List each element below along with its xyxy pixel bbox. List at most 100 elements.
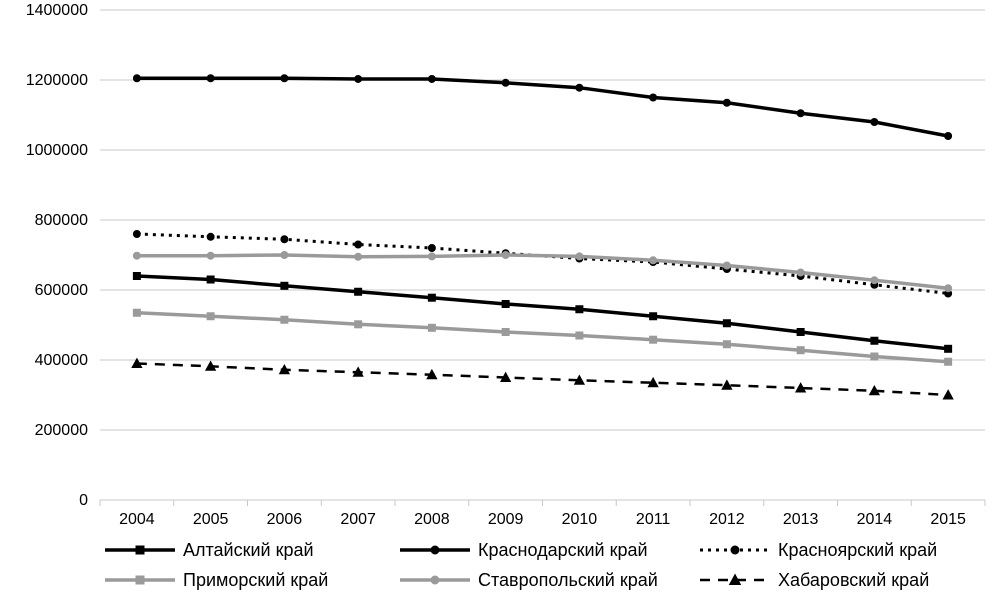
marker-circle — [133, 75, 140, 82]
chart-svg: 0 200000 400000 600000 800000 1000000 1200000 1… — [0, 0, 1000, 601]
marker-circle — [355, 241, 362, 248]
legend-label: Ставропольский край — [478, 570, 658, 590]
marker-circle — [797, 269, 804, 276]
marker-circle — [871, 277, 878, 284]
legend-label: Хабаровский край — [778, 570, 929, 590]
chart-container: 0 200000 400000 600000 800000 1000000 1200000 1… — [0, 0, 1000, 601]
x-tick-label: 2007 — [340, 511, 376, 528]
legend-item-krasnoyarsk: Красноярский край — [700, 540, 937, 560]
legend-label: Алтайский край — [183, 540, 314, 560]
series-stavropol — [133, 252, 951, 292]
legend-item-stavropol: Ставропольский край — [400, 570, 658, 590]
y-tick-label: 800000 — [35, 212, 88, 229]
series-line-krasnodar — [137, 78, 948, 136]
marker-square — [428, 324, 435, 331]
marker-square — [136, 546, 144, 554]
marker-circle — [650, 94, 657, 101]
series-khabarovsk — [132, 359, 953, 399]
marker-square — [502, 329, 509, 336]
marker-square — [502, 301, 509, 308]
marker-circle — [133, 252, 140, 259]
marker-circle — [428, 75, 435, 82]
marker-square — [797, 329, 804, 336]
series-line-khabarovsk — [137, 364, 948, 396]
y-tick-label: 0 — [79, 492, 88, 509]
marker-circle — [797, 110, 804, 117]
series-line-altai — [137, 276, 948, 349]
series-krasnodar — [133, 75, 951, 140]
marker-circle — [576, 84, 583, 91]
marker-circle — [431, 576, 439, 584]
marker-circle — [871, 119, 878, 126]
x-tick-label: 2008 — [414, 511, 450, 528]
y-tick-label: 600000 — [35, 282, 88, 299]
legend-item-khabarovsk: Хабаровский край — [700, 570, 929, 590]
y-tick-label: 200000 — [35, 422, 88, 439]
x-tick-label: 2013 — [783, 511, 819, 528]
marker-circle — [945, 133, 952, 140]
series-line-primorsky — [137, 313, 948, 362]
marker-square — [207, 313, 214, 320]
marker-circle — [428, 245, 435, 252]
marker-square — [136, 576, 144, 584]
marker-square — [723, 341, 730, 348]
marker-square — [945, 345, 952, 352]
legend-item-primorsky: Приморский край — [105, 570, 328, 590]
marker-square — [871, 353, 878, 360]
series-krasnoyarsk — [133, 231, 951, 298]
marker-circle — [281, 75, 288, 82]
marker-circle — [133, 231, 140, 238]
x-tick-label: 2006 — [267, 511, 303, 528]
marker-circle — [502, 79, 509, 86]
marker-circle — [576, 253, 583, 260]
y-tick-label: 400000 — [35, 352, 88, 369]
marker-circle — [731, 546, 739, 554]
marker-circle — [723, 99, 730, 106]
marker-triangle — [943, 390, 953, 399]
x-tick-label: 2010 — [562, 511, 598, 528]
marker-circle — [428, 253, 435, 260]
marker-square — [133, 273, 140, 280]
legend-label: Краснодарский край — [478, 540, 648, 560]
marker-square — [281, 316, 288, 323]
marker-circle — [945, 285, 952, 292]
marker-triangle — [722, 380, 732, 389]
x-tick-label: 2014 — [857, 511, 893, 528]
legend-label: Красноярский край — [778, 540, 937, 560]
marker-square — [355, 288, 362, 295]
series-primorsky — [133, 309, 951, 365]
series-altai — [133, 273, 951, 353]
marker-square — [723, 320, 730, 327]
marker-circle — [650, 257, 657, 264]
marker-square — [871, 337, 878, 344]
marker-circle — [355, 75, 362, 82]
y-tick-label: 1000000 — [26, 142, 88, 159]
marker-circle — [207, 75, 214, 82]
marker-square — [428, 294, 435, 301]
marker-circle — [207, 252, 214, 259]
x-tick-label: 2005 — [193, 511, 229, 528]
marker-square — [650, 313, 657, 320]
marker-circle — [502, 252, 509, 259]
marker-circle — [723, 262, 730, 269]
y-tick-label: 1200000 — [26, 72, 88, 89]
marker-circle — [431, 546, 439, 554]
y-tick-label: 1400000 — [26, 2, 88, 19]
marker-circle — [207, 233, 214, 240]
marker-square — [650, 336, 657, 343]
x-tick-label: 2011 — [636, 511, 671, 528]
legend-label: Приморский край — [183, 570, 328, 590]
x-tick-label: 2009 — [488, 511, 524, 528]
marker-circle — [281, 236, 288, 243]
marker-square — [207, 276, 214, 283]
legend-item-altai: Алтайский край — [105, 540, 314, 560]
x-tick-label: 2015 — [930, 511, 966, 528]
marker-circle — [355, 253, 362, 260]
marker-square — [281, 282, 288, 289]
x-tick-label: 2004 — [119, 511, 155, 528]
marker-square — [355, 321, 362, 328]
marker-square — [133, 309, 140, 316]
marker-square — [576, 332, 583, 339]
marker-square — [945, 358, 952, 365]
x-tick-label: 2012 — [709, 511, 745, 528]
